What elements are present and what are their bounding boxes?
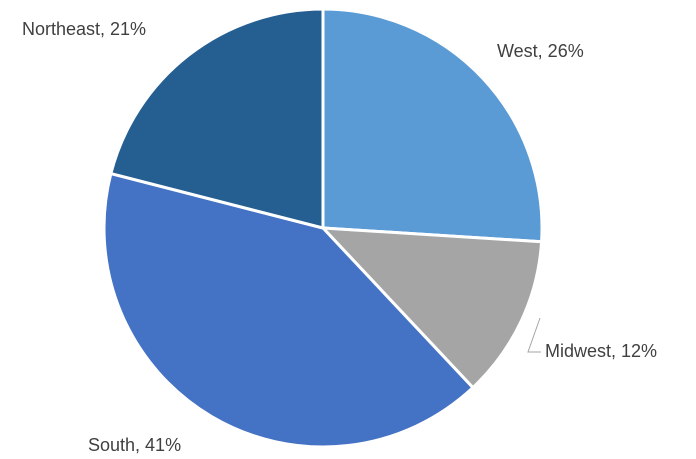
data-label: Northeast, 21%: [22, 19, 146, 39]
data-label: Midwest, 12%: [545, 341, 657, 361]
pie-slice: [321, 226, 544, 390]
data-label: South, 41%: [88, 435, 181, 455]
pie-slice: [102, 172, 475, 449]
pie-slice: [321, 7, 544, 244]
pie-slice: [109, 7, 325, 230]
leader-line: [527, 317, 541, 353]
data-label: West, 26%: [497, 41, 584, 61]
